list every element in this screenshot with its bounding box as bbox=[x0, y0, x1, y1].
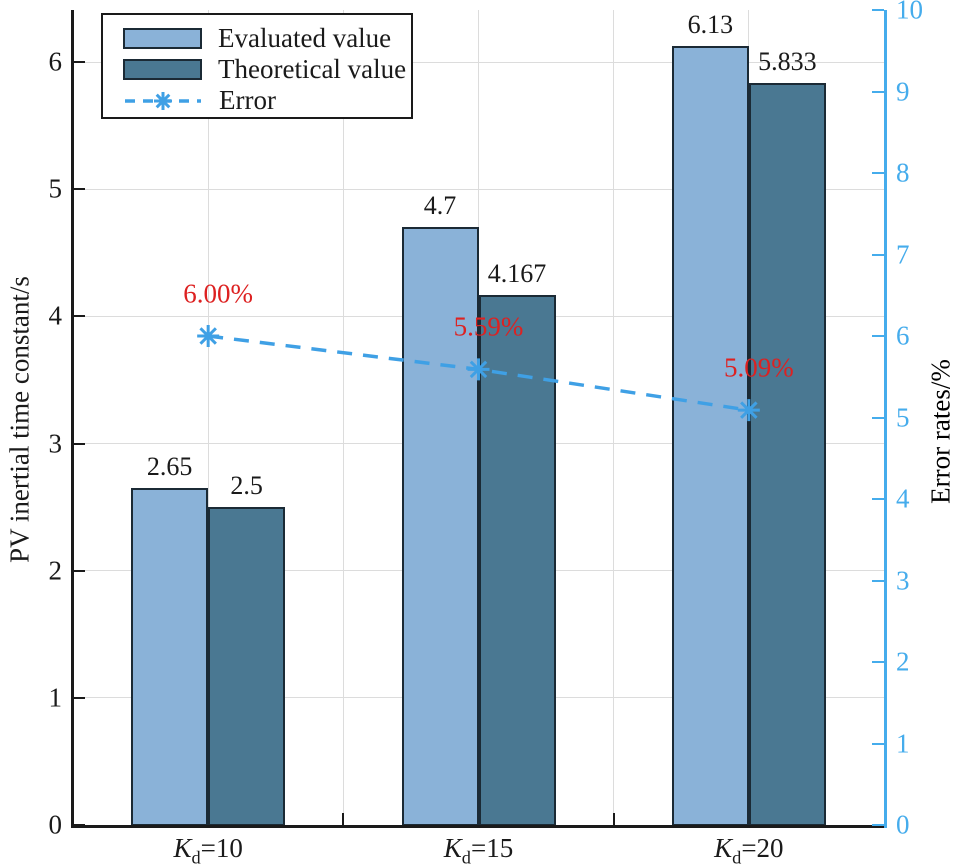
legend-item-label: Evaluated value bbox=[218, 23, 392, 53]
x-tick-variable: K bbox=[714, 833, 733, 863]
error-percent-label: 5.59% bbox=[453, 311, 524, 342]
bar-value-label: 6.13 bbox=[687, 9, 734, 39]
right-axis-tick bbox=[872, 416, 884, 419]
right-axis-tick-label: 10 bbox=[896, 0, 923, 25]
legend-line-icon bbox=[125, 91, 201, 110]
left-axis-tick bbox=[73, 315, 85, 318]
left-axis-tick-label: 5 bbox=[48, 173, 63, 204]
asterisk-marker-icon bbox=[737, 399, 760, 422]
x-tick-label: Kd=15 bbox=[444, 833, 513, 864]
error-percent-label: 5.09% bbox=[723, 352, 794, 383]
right-axis-tick-label: 9 bbox=[896, 76, 910, 106]
x-tick-value: =15 bbox=[470, 833, 514, 863]
right-axis-tick-label: 5 bbox=[896, 402, 910, 432]
x-tick-subscript: d bbox=[732, 847, 742, 864]
right-axis-tick-label: 3 bbox=[896, 565, 910, 595]
right-axis-spine bbox=[884, 10, 887, 828]
legend: Evaluated value Theoretical value Error bbox=[101, 13, 413, 119]
asterisk-marker-icon bbox=[197, 325, 220, 347]
x-tick-variable: K bbox=[443, 833, 462, 863]
asterisk-marker-icon bbox=[467, 358, 490, 381]
left-axis-tick bbox=[73, 696, 85, 699]
left-axis-tick-label: 0 bbox=[48, 809, 63, 840]
legend-item: Error bbox=[123, 85, 411, 116]
error-percent-label: 6.00% bbox=[183, 278, 254, 309]
right-axis-tick bbox=[872, 172, 884, 174]
left-axis-tick bbox=[73, 442, 85, 445]
gridline-vertical bbox=[207, 10, 209, 825]
right-axis-tick bbox=[872, 335, 884, 337]
right-axis-tick-label: 7 bbox=[896, 239, 910, 269]
legend-item: Theoretical value bbox=[123, 54, 411, 85]
left-axis-spine bbox=[71, 10, 74, 828]
right-axis-tick bbox=[872, 579, 884, 582]
legend-item-label: Theoretical value bbox=[218, 54, 407, 84]
left-axis-tick bbox=[73, 188, 85, 191]
gridline-vertical bbox=[342, 10, 344, 825]
bottom-axis-tick bbox=[342, 813, 345, 825]
left-axis-tick-label: 4 bbox=[48, 300, 63, 331]
bar-theoretical-value-kd10 bbox=[208, 507, 286, 826]
bar-theoretical-value-kd20 bbox=[748, 83, 826, 826]
left-axis-tick-label: 1 bbox=[48, 682, 63, 713]
left-axis-tick bbox=[73, 824, 85, 826]
right-axis-tick-label: 6 bbox=[896, 320, 910, 351]
bar-evaluated-value-kd10 bbox=[131, 488, 209, 826]
gridline-vertical bbox=[613, 10, 615, 825]
right-axis-tick bbox=[872, 661, 884, 663]
right-axis-tick bbox=[872, 9, 884, 11]
legend-item-label: Error bbox=[219, 85, 276, 115]
bar-value-label: 5.833 bbox=[758, 47, 817, 77]
x-tick-subscript: d bbox=[191, 847, 201, 864]
legend-swatch-icon bbox=[123, 59, 202, 80]
left-axis-tick-label: 3 bbox=[48, 428, 63, 459]
left-axis-tick bbox=[73, 61, 85, 64]
bar-value-label: 4.167 bbox=[487, 259, 547, 289]
left-axis-tick bbox=[73, 569, 85, 572]
right-axis-tick bbox=[872, 90, 884, 93]
right-axis-tick-label: 8 bbox=[896, 157, 910, 188]
x-tick-subscript: d bbox=[461, 847, 471, 864]
bar-theoretical-value-kd15 bbox=[478, 295, 556, 826]
bar-value-label: 2.65 bbox=[146, 452, 193, 482]
x-tick-variable: K bbox=[173, 833, 192, 863]
bar-evaluated-value-kd20 bbox=[671, 45, 749, 826]
bar-value-label: 2.5 bbox=[230, 471, 263, 501]
x-tick-label: Kd=10 bbox=[173, 833, 242, 864]
right-axis-title: Error rates/% bbox=[925, 359, 956, 504]
right-axis-tick bbox=[872, 498, 884, 500]
bar-value-label: 4.7 bbox=[423, 191, 457, 221]
right-axis-tick bbox=[872, 253, 884, 256]
right-axis-tick-label: 2 bbox=[896, 646, 910, 677]
bar-evaluated-value-kd15 bbox=[401, 227, 479, 826]
x-tick-value: =20 bbox=[741, 833, 784, 863]
right-axis-tick bbox=[872, 824, 884, 826]
left-axis-tick-label: 2 bbox=[48, 555, 63, 586]
bottom-axis-tick bbox=[612, 813, 615, 825]
legend-item: Evaluated value bbox=[123, 23, 411, 54]
right-axis-tick-label: 0 bbox=[896, 809, 910, 840]
right-axis-tick bbox=[872, 742, 884, 745]
right-axis-tick-label: 1 bbox=[896, 728, 910, 758]
right-axis-tick-label: 4 bbox=[896, 483, 910, 514]
left-axis-tick-label: 6 bbox=[48, 46, 63, 77]
x-tick-value: =10 bbox=[200, 833, 243, 863]
x-tick-label: Kd=20 bbox=[714, 833, 783, 864]
legend-swatch-icon bbox=[123, 28, 202, 49]
bottom-axis-spine bbox=[71, 825, 887, 828]
